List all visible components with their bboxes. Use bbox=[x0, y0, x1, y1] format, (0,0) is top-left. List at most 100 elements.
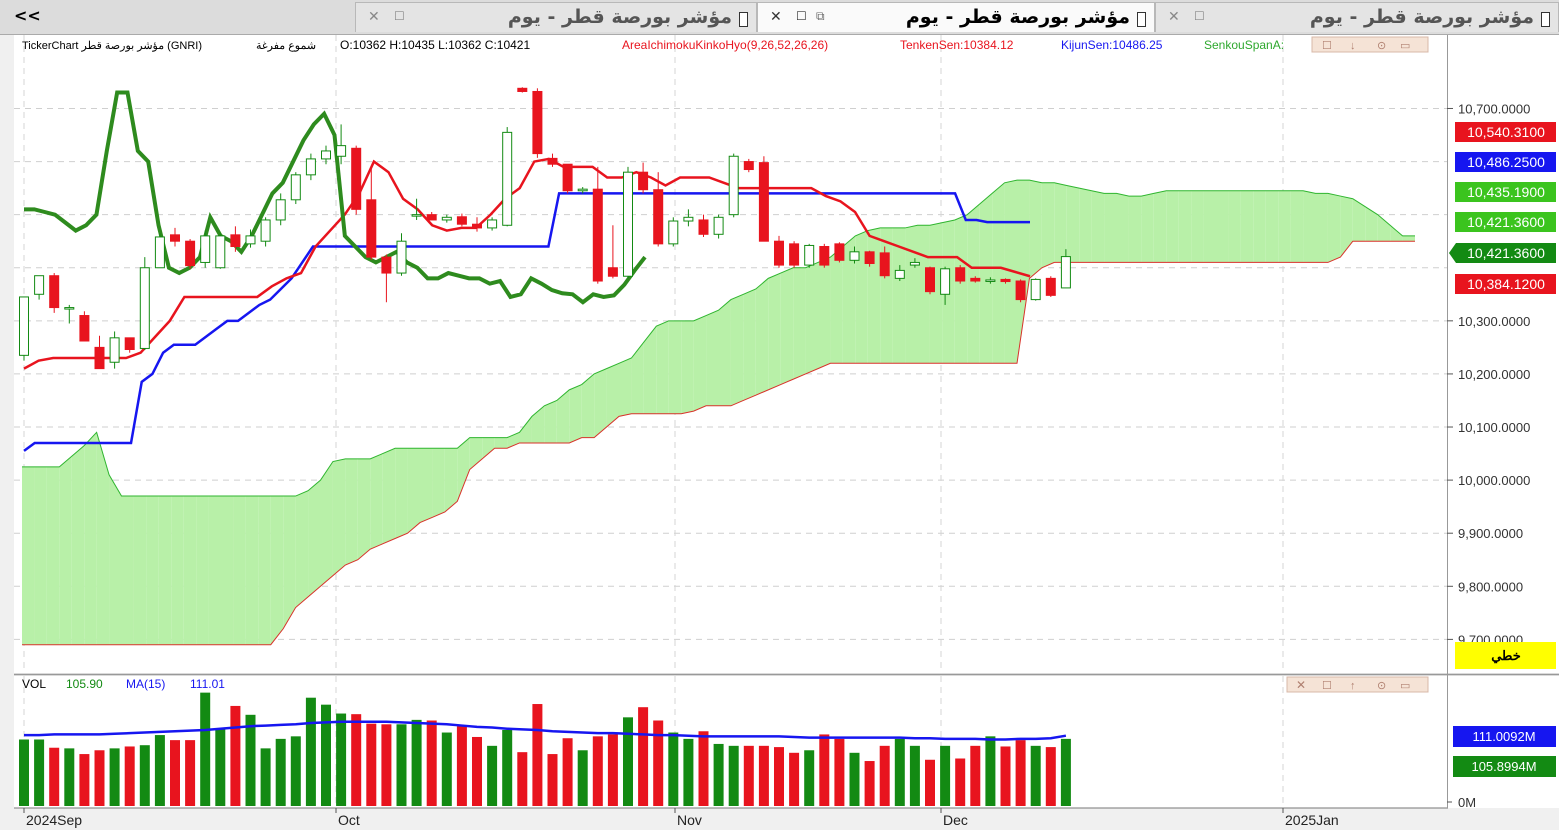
cloud-segment bbox=[370, 453, 383, 550]
cloud-segment bbox=[420, 448, 433, 523]
candle-body bbox=[985, 279, 996, 282]
volume-bar bbox=[321, 704, 331, 806]
cloud-segment bbox=[208, 496, 221, 645]
cloud-segment bbox=[395, 448, 408, 539]
candle-body bbox=[49, 275, 60, 309]
maximize-icon[interactable]: ☐ bbox=[394, 9, 405, 23]
price-tick-label: 9,900.0000 bbox=[1458, 526, 1523, 541]
volume-label: VOL bbox=[22, 677, 46, 691]
maximize-icon[interactable]: ☐ bbox=[1194, 9, 1205, 23]
close-icon[interactable]: ✕ bbox=[1296, 678, 1306, 692]
tabs-scroll-left-button[interactable]: << bbox=[14, 6, 41, 25]
chikou-span-line bbox=[24, 90, 647, 305]
cloud-segment bbox=[668, 320, 682, 414]
candle-body bbox=[139, 267, 150, 349]
tab-chart-3[interactable]: ✕ ☐ مؤشر بورصة قطر - يوم bbox=[1155, 2, 1559, 32]
volume-bar bbox=[698, 731, 709, 806]
cloud-segment bbox=[1091, 190, 1105, 263]
volume-bar bbox=[668, 732, 679, 806]
volume-bar bbox=[139, 745, 150, 806]
cloud-segment bbox=[892, 227, 906, 364]
arrow-up-icon[interactable]: ↑ bbox=[1350, 680, 1356, 692]
cloud-segment bbox=[320, 461, 333, 587]
candle-body bbox=[653, 189, 664, 245]
candle-body bbox=[547, 157, 558, 165]
line-type-label[interactable]: خطي bbox=[1491, 648, 1521, 664]
tab-chart-1[interactable]: ✕ ☐ مؤشر بورصة قطر - يوم bbox=[355, 2, 757, 32]
time-tick-label: Dec bbox=[943, 812, 968, 828]
maximize-icon[interactable]: ☐ bbox=[1322, 40, 1332, 52]
volume-bar bbox=[185, 740, 196, 806]
cloud-segment bbox=[594, 368, 607, 438]
more-icon[interactable]: ▭ bbox=[1400, 40, 1410, 52]
candle-body bbox=[321, 150, 331, 160]
candle-body bbox=[789, 243, 800, 266]
settings-icon[interactable]: ⊙ bbox=[1377, 680, 1386, 692]
volume-panel[interactable] bbox=[14, 676, 1559, 808]
price-tick-label: 10,000.0000 bbox=[1458, 473, 1530, 488]
more-icon[interactable]: ▭ bbox=[1400, 680, 1410, 692]
volume-bar bbox=[743, 745, 754, 806]
volume-bar bbox=[819, 734, 830, 806]
line-type-badge[interactable] bbox=[1455, 642, 1556, 669]
candle-body bbox=[562, 163, 573, 192]
volume-bar bbox=[1030, 745, 1041, 806]
maximize-icon[interactable]: ☐ bbox=[1322, 680, 1332, 692]
volume-bar bbox=[245, 714, 256, 806]
volume-bar bbox=[34, 739, 45, 806]
close-icon[interactable]: ✕ bbox=[770, 9, 782, 25]
cloud-segment bbox=[979, 193, 993, 364]
close-icon[interactable]: ✕ bbox=[1168, 9, 1180, 25]
senkou-span-b-line bbox=[22, 240, 1415, 646]
cloud-segment bbox=[842, 235, 856, 364]
candle-body bbox=[758, 162, 769, 242]
volume-bar bbox=[713, 743, 724, 806]
price-badge: 10,435.1900 bbox=[1455, 182, 1556, 202]
restore-icon[interactable]: ⧉ bbox=[816, 9, 825, 23]
cloud-segment bbox=[768, 273, 781, 390]
cloud-segment bbox=[818, 257, 831, 369]
arrow-down-icon[interactable]: ↓ bbox=[1350, 40, 1356, 52]
candle-body bbox=[1045, 277, 1056, 296]
tab-title: مؤشر بورصة قطر - يوم bbox=[1309, 6, 1534, 28]
volume-bar bbox=[396, 724, 407, 806]
volume-bar bbox=[894, 738, 905, 806]
volume-bar bbox=[170, 740, 180, 806]
cloud-segment bbox=[780, 267, 794, 385]
volume-bar bbox=[864, 761, 875, 806]
price-tick-label: 9,800.0000 bbox=[1458, 579, 1523, 594]
candle-body bbox=[532, 90, 543, 155]
cloud-segment bbox=[457, 437, 470, 502]
cloud-segment bbox=[308, 480, 321, 597]
candle-body bbox=[1000, 278, 1011, 283]
cloud-segment bbox=[519, 416, 532, 443]
volume-bar bbox=[653, 720, 664, 806]
cloud-segment bbox=[867, 227, 881, 364]
price-badge-text: 10,540.3100 bbox=[1467, 124, 1545, 140]
cloud-segment bbox=[84, 432, 97, 645]
cloud-segment bbox=[1104, 193, 1117, 263]
candle-body bbox=[804, 244, 815, 266]
candle-body bbox=[743, 161, 754, 171]
maximize-icon[interactable]: ☐ bbox=[796, 9, 807, 23]
cloud-segment bbox=[245, 496, 259, 645]
cloud-segment bbox=[917, 225, 930, 364]
candle-body bbox=[472, 223, 482, 229]
settings-icon[interactable]: ⊙ bbox=[1377, 40, 1386, 52]
volume-bar bbox=[487, 745, 498, 806]
tab-title: مؤشر بورصة قطر - يوم bbox=[507, 6, 732, 28]
last-price-badge-shape bbox=[1449, 243, 1556, 263]
volume-badge-text: 105.8994M bbox=[1471, 759, 1536, 774]
price-badge: 10,421.3600 bbox=[1455, 212, 1556, 232]
time-tick-label: Nov bbox=[677, 812, 702, 828]
volume-bar bbox=[683, 738, 694, 806]
cloud-segment bbox=[295, 490, 309, 608]
cloud-segment bbox=[718, 299, 731, 406]
volume-bar bbox=[1015, 740, 1026, 806]
close-icon[interactable]: ✕ bbox=[368, 9, 380, 25]
cloud-segment bbox=[1290, 190, 1304, 263]
tab-chart-2[interactable]: ✕ ☐ ⧉ مؤشر بورصة قطر - يوم bbox=[757, 2, 1155, 32]
cloud-segment bbox=[805, 262, 818, 374]
tab-marker-icon bbox=[1541, 12, 1550, 27]
